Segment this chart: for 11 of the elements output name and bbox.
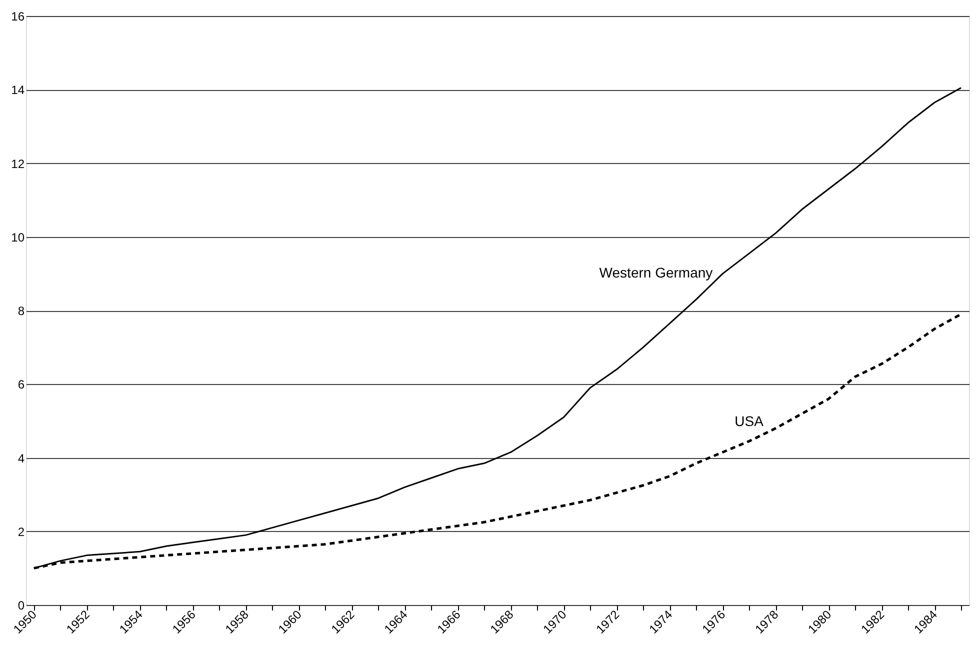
y-tick-label: 14 — [11, 83, 25, 98]
y-tick-label: 8 — [18, 304, 25, 318]
y-tick-label: 12 — [11, 156, 25, 171]
y-tick-label: 4 — [18, 451, 25, 466]
y-tick-label: 16 — [11, 10, 25, 24]
y-tick-label: 6 — [18, 378, 25, 392]
y-tick-label: 10 — [11, 230, 25, 244]
y-tick-label: 0 — [18, 598, 25, 612]
series-label: Western Germany — [599, 264, 713, 281]
y-tick-label: 2 — [18, 524, 25, 539]
series-label: USA — [734, 413, 764, 430]
